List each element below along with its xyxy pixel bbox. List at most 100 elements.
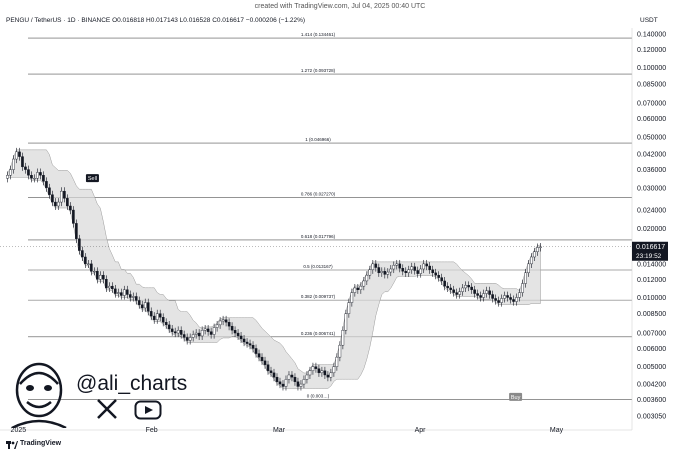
candle-body bbox=[473, 289, 476, 294]
candle-body bbox=[215, 324, 219, 328]
candle-body bbox=[30, 175, 33, 179]
candle bbox=[392, 261, 396, 274]
candle-body bbox=[206, 328, 210, 332]
candle-body bbox=[308, 370, 312, 376]
avatar bbox=[11, 362, 67, 428]
fib-label: 1.414 (0.134461) bbox=[301, 32, 336, 37]
candle-body bbox=[254, 348, 258, 354]
candle-body bbox=[518, 292, 521, 298]
candle-body bbox=[251, 344, 255, 349]
candle-body bbox=[167, 324, 171, 330]
time-tick-label: May bbox=[550, 427, 564, 434]
signal-label: Buy bbox=[511, 395, 521, 401]
candle bbox=[206, 324, 210, 336]
candle bbox=[84, 253, 87, 268]
candle bbox=[167, 320, 171, 333]
candle bbox=[102, 271, 105, 284]
candle bbox=[317, 364, 321, 377]
candle-body bbox=[260, 356, 264, 362]
candle bbox=[45, 177, 48, 192]
candle bbox=[269, 366, 273, 377]
candle-body bbox=[533, 251, 536, 258]
candle-body bbox=[335, 356, 339, 367]
fib-label: 0.382 (0.009737) bbox=[301, 294, 336, 299]
candle bbox=[428, 262, 432, 274]
candle bbox=[90, 259, 93, 276]
candle bbox=[365, 271, 369, 286]
candle bbox=[12, 155, 15, 174]
candle bbox=[488, 286, 491, 299]
candle bbox=[395, 259, 399, 270]
candle bbox=[290, 371, 294, 382]
candle-body bbox=[245, 341, 249, 344]
candle bbox=[158, 309, 162, 322]
candle-body bbox=[404, 271, 408, 274]
candle bbox=[485, 286, 488, 298]
candle-body bbox=[521, 283, 524, 293]
candle-body bbox=[461, 287, 464, 292]
candle-body bbox=[287, 374, 291, 380]
candle-body bbox=[527, 263, 530, 274]
candle bbox=[191, 330, 195, 342]
price-tick-label: 0.007000 bbox=[637, 331, 666, 338]
candle-body bbox=[326, 374, 330, 378]
candle bbox=[137, 296, 141, 309]
candle bbox=[146, 298, 150, 316]
candle-body bbox=[197, 332, 201, 337]
candle bbox=[473, 285, 476, 298]
candle-body bbox=[191, 334, 195, 338]
candle-body bbox=[377, 267, 381, 274]
candle-body bbox=[389, 268, 393, 273]
candle bbox=[36, 168, 39, 183]
candle-body bbox=[410, 266, 414, 270]
candle bbox=[69, 202, 72, 215]
candle-body bbox=[278, 381, 282, 385]
candle bbox=[377, 263, 381, 277]
candle bbox=[362, 277, 366, 291]
price-tick-label: 0.012000 bbox=[637, 277, 666, 284]
time-axis: 2025FebMarAprMayJunJulAug bbox=[11, 427, 564, 434]
fib-label: 0 (0.003…) bbox=[307, 393, 330, 398]
fib-label: 0.5 (0.013167) bbox=[303, 264, 333, 269]
candle bbox=[518, 288, 521, 302]
candle-body bbox=[446, 285, 449, 289]
candle-body bbox=[311, 366, 315, 371]
candle-body bbox=[314, 366, 318, 369]
candle-body bbox=[236, 332, 240, 337]
candle bbox=[164, 318, 168, 329]
candle-body bbox=[266, 364, 270, 371]
candle-body bbox=[137, 300, 141, 305]
candle bbox=[338, 341, 342, 362]
candle bbox=[42, 171, 45, 186]
last-price-marker: 0.016617 23:19:52 bbox=[0, 241, 668, 261]
candle-body bbox=[425, 263, 429, 267]
price-tick-label: 0.014000 bbox=[637, 261, 666, 268]
candle bbox=[143, 298, 147, 313]
candle-body bbox=[185, 337, 189, 341]
candle bbox=[113, 284, 117, 298]
x-logo-icon[interactable] bbox=[96, 398, 118, 420]
candles bbox=[6, 147, 542, 391]
last-price-box bbox=[632, 241, 668, 261]
youtube-play-icon[interactable] bbox=[134, 400, 162, 420]
candle-body bbox=[383, 271, 387, 275]
candle bbox=[359, 282, 363, 294]
candle bbox=[224, 315, 228, 327]
candle-body bbox=[69, 205, 72, 211]
candle bbox=[245, 338, 249, 348]
candle-body bbox=[75, 223, 78, 239]
candle-body bbox=[350, 292, 354, 303]
last-price-label: 0.016617 bbox=[636, 244, 665, 251]
candle bbox=[60, 187, 63, 207]
candle bbox=[155, 309, 159, 324]
candle-body bbox=[105, 279, 108, 289]
candle-body bbox=[81, 250, 84, 258]
candle bbox=[380, 267, 384, 277]
candle bbox=[99, 271, 102, 284]
candle-body bbox=[227, 322, 231, 327]
candle bbox=[75, 219, 78, 243]
candle bbox=[87, 259, 90, 268]
fib-levels: 1.414 (0.134461) 1.272 (0.093728) 1 (0.046… bbox=[28, 32, 632, 400]
candle-body bbox=[356, 287, 360, 290]
